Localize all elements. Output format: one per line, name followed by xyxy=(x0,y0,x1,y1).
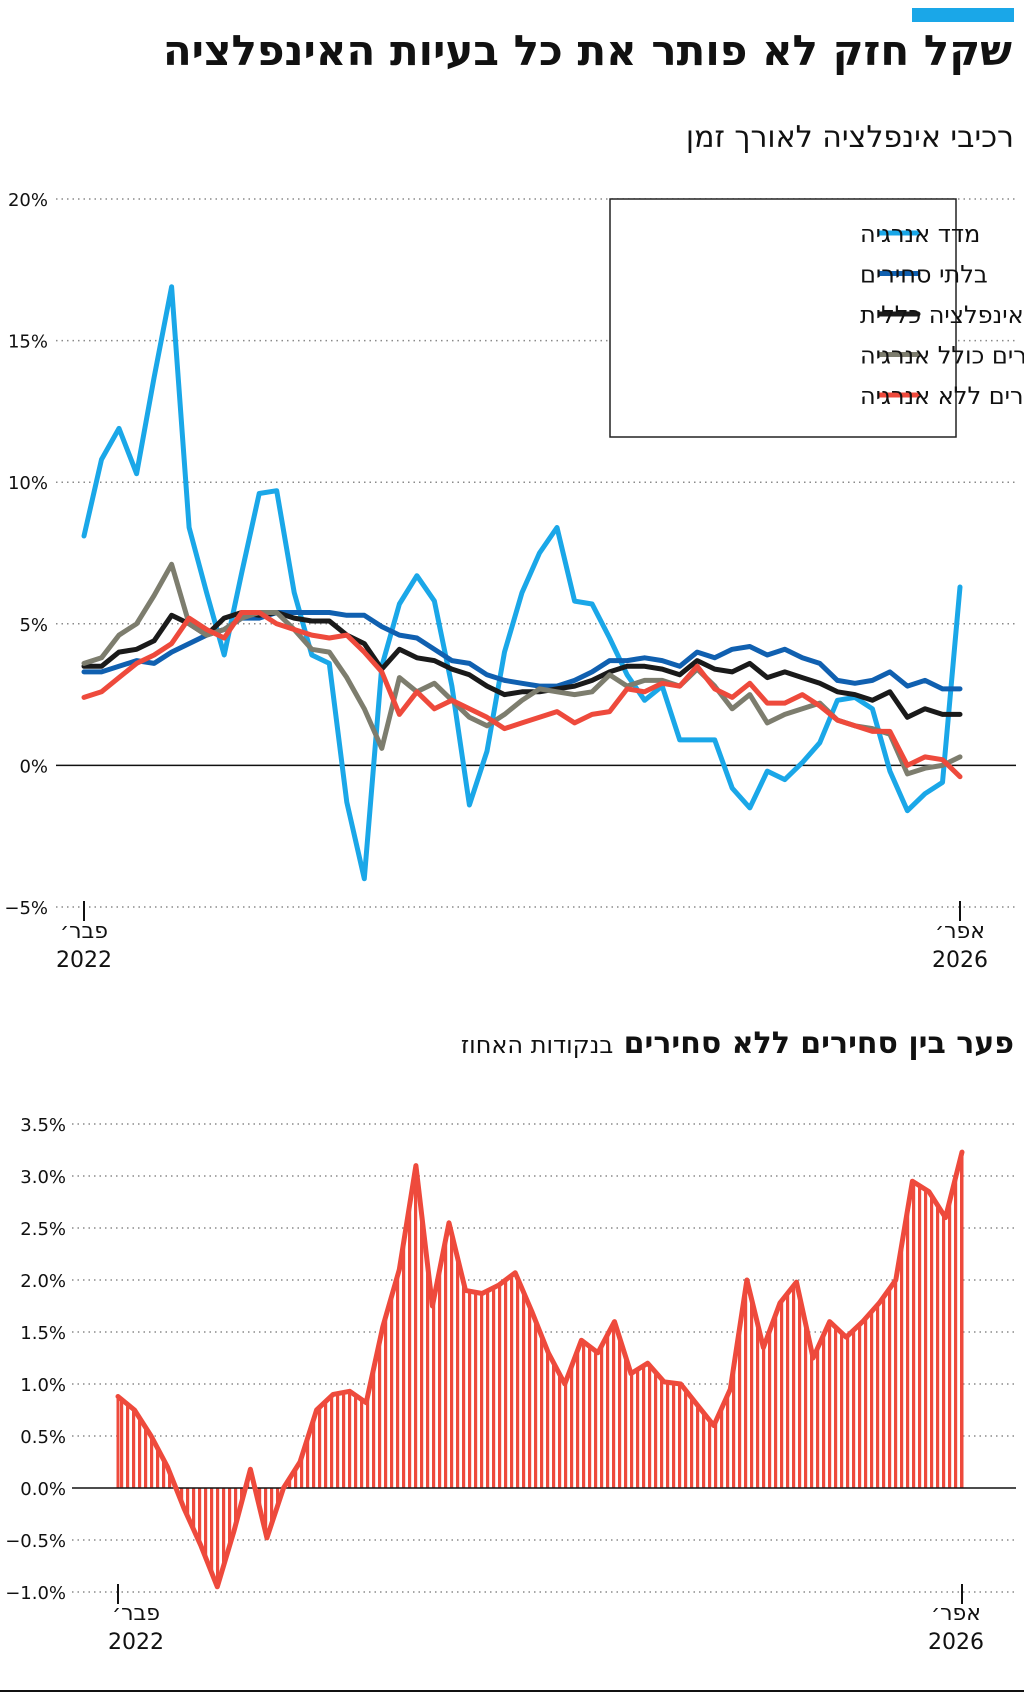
inflation-components-chart: −5% 0% 5% 10% 15% 20% פבר׳ 2022 אפר׳ 2026 מדד אנרג… xyxy=(4,190,1024,973)
legend-label: אינפלציה כללית xyxy=(860,301,1024,329)
y-tick-label: 20% xyxy=(8,190,48,211)
y-tick-label: 2.5% xyxy=(20,1219,66,1240)
y-tick-label: 10% xyxy=(8,473,48,494)
legend-label: סחירים ללא אנרגיה xyxy=(860,382,1024,410)
x-label-end: 2026 xyxy=(932,948,988,973)
chart1-title: רכיבי אינפלציה לאורך זמן xyxy=(685,120,1014,155)
series-line-3 xyxy=(81,610,963,720)
chart2-title: פער בין סחירים ללא סחירים בנקודות האחוז xyxy=(461,1026,1014,1061)
y-tick-label: −0.5% xyxy=(5,1531,66,1552)
y-tick-label: 0.0% xyxy=(20,1479,66,1500)
x-label-end: 2026 xyxy=(928,1630,984,1655)
y-tick-label: 0% xyxy=(19,756,48,777)
y-tick-label: 0.5% xyxy=(20,1427,66,1448)
x-label-end: אפר׳ xyxy=(935,919,985,944)
y-tick-label: 5% xyxy=(19,615,48,636)
bottom-rule xyxy=(0,1690,1024,1692)
y-tick-label: 1.5% xyxy=(20,1323,66,1344)
legend-label: מדד אנרגיה xyxy=(860,220,980,248)
y-tick-label: −1.0% xyxy=(5,1583,66,1604)
x-label-start: פבר׳ xyxy=(112,1601,160,1626)
accent-bar xyxy=(912,8,1014,22)
gap-area-fill xyxy=(118,1152,962,1587)
y-tick-label: 3.5% xyxy=(20,1115,66,1136)
y-tick-label: −5% xyxy=(4,898,48,919)
x-label-end: אפר׳ xyxy=(931,1601,981,1626)
headline: שקל חזק לא פותר את כל בעיות האינפלציה xyxy=(162,26,1012,75)
x-label-start: 2022 xyxy=(56,948,112,973)
legend-label: בלתי סחירים xyxy=(860,261,988,289)
y-tick-label: 3.0% xyxy=(20,1167,66,1188)
y-tick-label: 1.0% xyxy=(20,1375,66,1396)
x-label-start: 2022 xyxy=(108,1630,164,1655)
chart2-title-main: פער בין סחירים ללא סחירים xyxy=(623,1026,1014,1061)
chart2-unit-label: בנקודות האחוז xyxy=(460,1031,614,1059)
gap-line xyxy=(115,1149,965,1590)
y-tick-label: 2.0% xyxy=(20,1271,66,1292)
x-label-start: פבר׳ xyxy=(60,919,108,944)
y-tick-label: 15% xyxy=(8,332,48,353)
legend-label: סחירים כולל אנרגיה xyxy=(860,342,1024,370)
series-line-5 xyxy=(81,610,963,780)
